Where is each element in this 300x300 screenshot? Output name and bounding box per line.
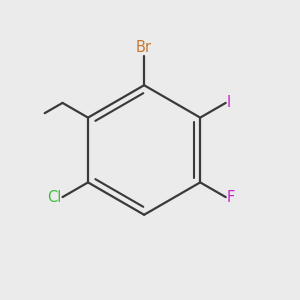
Text: I: I (227, 95, 231, 110)
Text: F: F (227, 190, 235, 205)
Text: Br: Br (136, 40, 152, 55)
Text: Cl: Cl (47, 190, 62, 205)
